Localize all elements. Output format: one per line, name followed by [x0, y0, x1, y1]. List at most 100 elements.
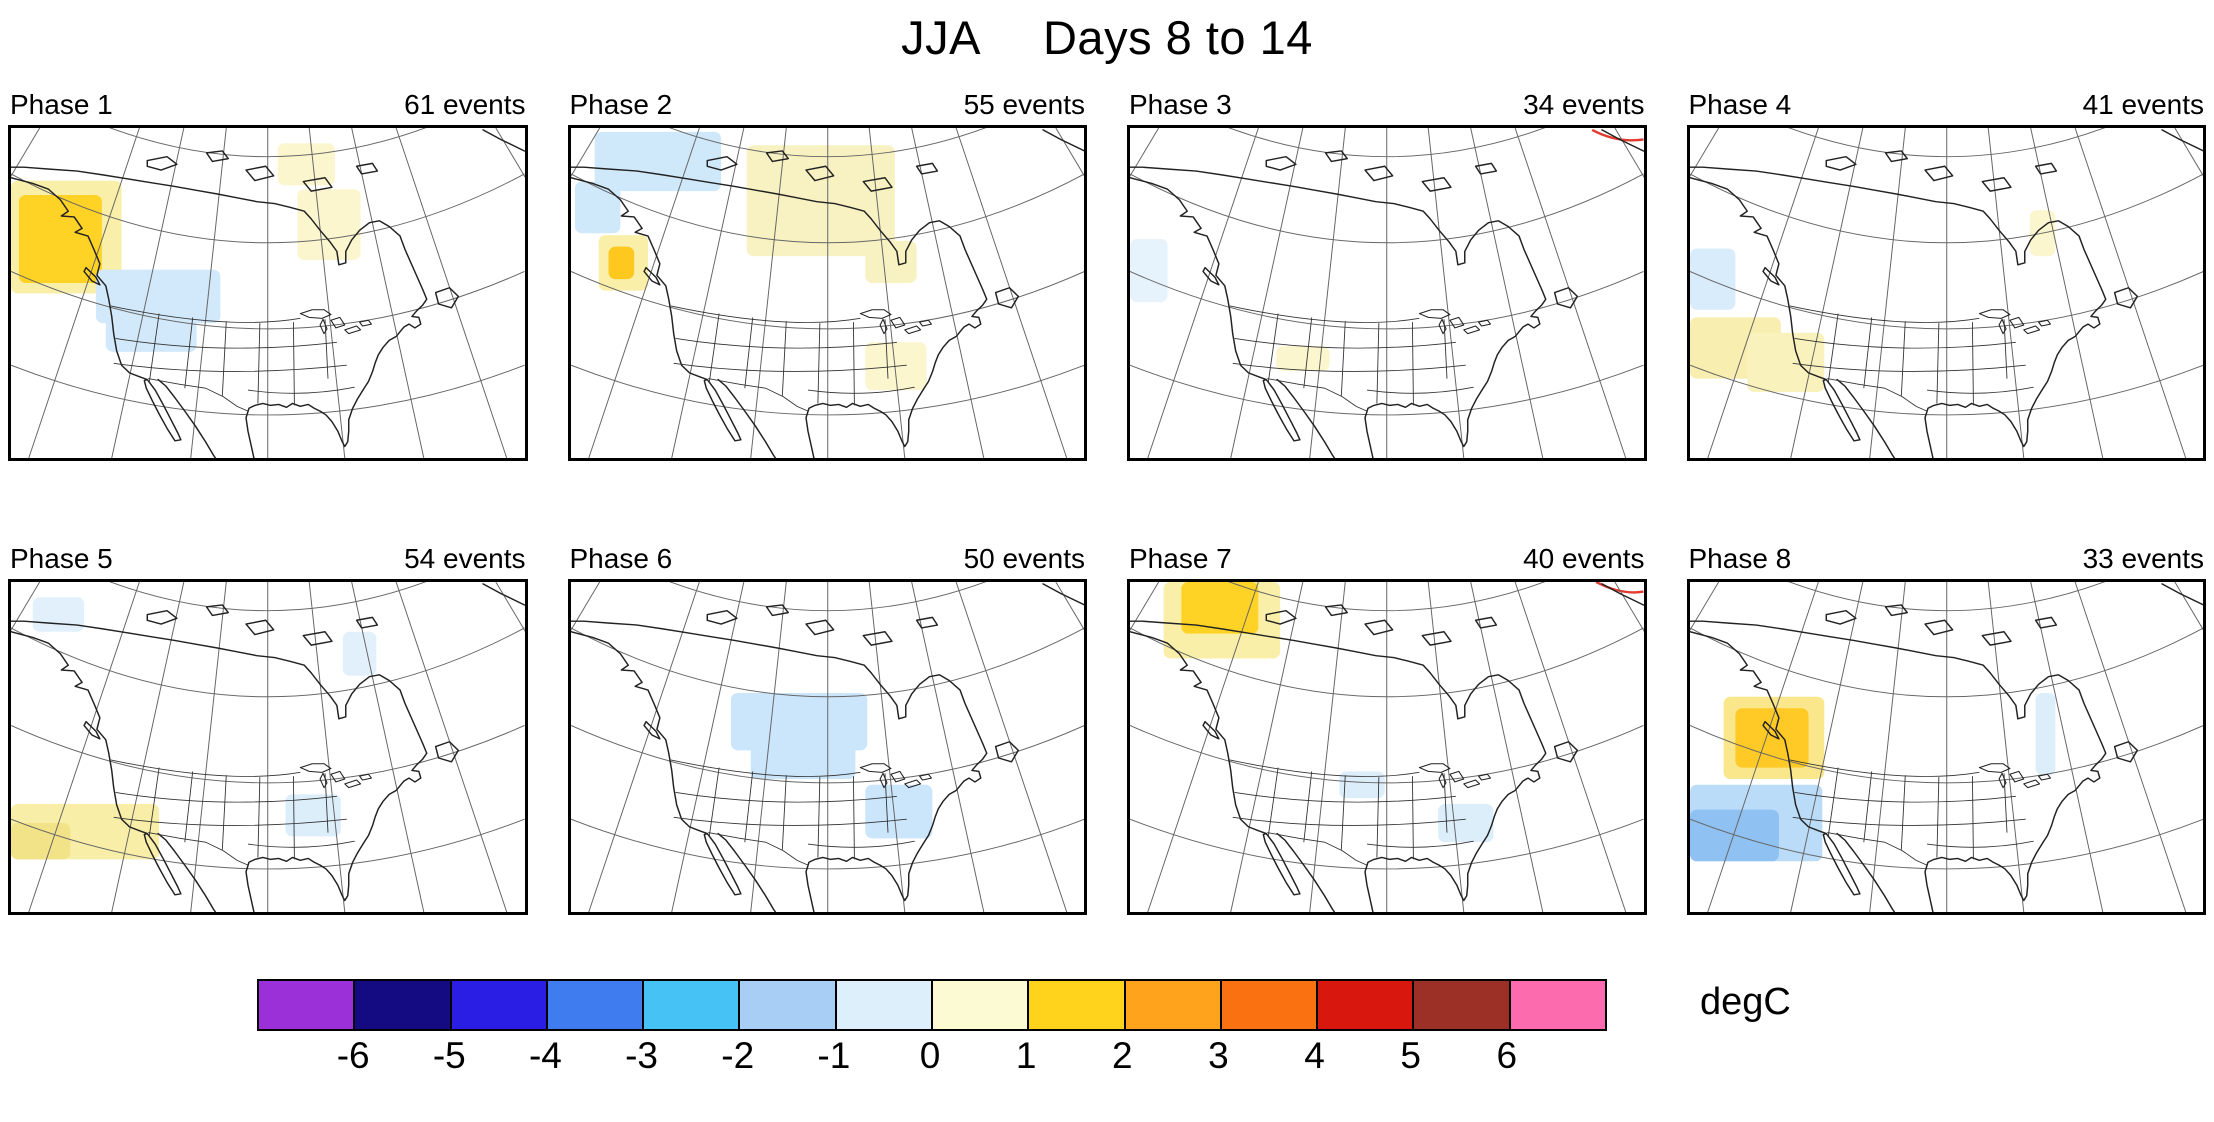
colorbar-segment — [547, 981, 645, 1029]
north-america-map — [567, 125, 1087, 461]
anomaly-patch — [574, 181, 620, 234]
colorbar-segment — [451, 981, 548, 1029]
north-america-map — [1686, 125, 2206, 461]
panel-header: Phase 3 34 events — [1127, 91, 1647, 125]
colorbar-segment — [1029, 981, 1126, 1029]
colorbar-segment — [259, 981, 356, 1029]
colorbar-segment — [740, 981, 837, 1029]
colorbar-tick: -5 — [432, 1035, 466, 1076]
anomaly-patch — [105, 315, 197, 352]
events-count-label: 34 events — [1523, 89, 1645, 120]
colorbar-area: -6 -5 -4 -3 -2 -1 0 1 2 3 4 5 6 degC — [0, 979, 2214, 1122]
anomaly-patches — [1130, 128, 1644, 371]
panel-header: Phase 4 41 events — [1687, 91, 2207, 125]
phase-panel: Phase 7 40 events — [1127, 545, 1647, 915]
anomaly-patch — [297, 189, 361, 260]
panel-header: Phase 2 55 events — [568, 91, 1088, 125]
colorbar-tick: -6 — [336, 1035, 370, 1076]
events-count-label: 33 events — [2082, 543, 2204, 574]
colorbar-tick: -3 — [625, 1035, 659, 1076]
colorbar-segment — [1318, 981, 1415, 1029]
anomaly-patch — [1689, 809, 1779, 862]
anomaly-patch — [32, 597, 85, 632]
panel-header: Phase 6 50 events — [568, 545, 1088, 579]
north-america-map — [8, 579, 528, 915]
title-season: JJA — [901, 11, 981, 64]
colorbar-tick: 0 — [919, 1035, 941, 1076]
panels-grid: Phase 1 61 events Phase 2 55 events Phas… — [8, 91, 2206, 915]
anomaly-patch — [730, 692, 867, 751]
anomaly-patches — [574, 131, 926, 391]
anomaly-patches — [1163, 582, 1644, 843]
anomaly-patch — [342, 631, 377, 676]
panel-header: Phase 5 54 events — [8, 545, 528, 579]
anomaly-patch — [864, 240, 917, 283]
anomaly-patch — [1181, 582, 1259, 634]
colorbar-tick: 4 — [1304, 1035, 1325, 1076]
north-america-map — [1127, 125, 1647, 461]
colorbar — [257, 979, 1607, 1031]
north-america-map — [1127, 579, 1647, 915]
colorbar-segment — [1125, 981, 1222, 1029]
anomaly-patch — [864, 784, 932, 839]
anomaly-patch — [11, 823, 71, 860]
phase-label: Phase 4 — [1688, 89, 1792, 120]
colorbar-segment — [355, 981, 452, 1029]
colorbar-segment — [1510, 981, 1605, 1029]
anomaly-patches — [1689, 692, 2055, 862]
events-count-label: 55 events — [963, 89, 1085, 120]
phase-label: Phase 5 — [10, 543, 113, 574]
colorbar-ticks: -6 -5 -4 -3 -2 -1 0 1 2 3 4 5 6 — [257, 1035, 1603, 1081]
north-america-map — [1686, 579, 2206, 915]
anomaly-patch — [1746, 332, 1824, 392]
phase-panel: Phase 8 33 events — [1686, 545, 2207, 915]
anomaly-patches — [11, 597, 377, 860]
phase-label: Phase 3 — [1129, 89, 1232, 120]
north-america-map — [567, 579, 1087, 915]
colorbar-tick: -2 — [721, 1035, 755, 1076]
colorbar-tick: -1 — [817, 1035, 851, 1076]
anomaly-patch — [2035, 692, 2055, 776]
panel-header: Phase 7 40 events — [1127, 545, 1647, 579]
title-lead-window: Days 8 to 14 — [1042, 11, 1313, 64]
colorbar-tick: 1 — [1015, 1035, 1037, 1076]
colorbar-tick: 5 — [1400, 1035, 1421, 1076]
events-count-label: 54 events — [404, 543, 526, 574]
phase-label: Phase 7 — [1129, 543, 1232, 574]
events-count-label: 50 events — [963, 543, 1085, 574]
colorbar-unit-label: degC — [1700, 981, 1791, 1023]
north-america-map — [8, 125, 528, 461]
colorbar-segment — [836, 981, 933, 1029]
anomaly-patches — [1689, 210, 2055, 392]
colorbar-tick: 6 — [1496, 1035, 1518, 1076]
phase-panel: Phase 5 54 events — [8, 545, 528, 915]
phase-panel: Phase 1 61 events — [8, 91, 528, 461]
anomaly-patch — [95, 269, 221, 324]
anomaly-patch — [1689, 248, 1735, 310]
colorbar-tick: 3 — [1208, 1035, 1229, 1076]
anomaly-patch — [746, 145, 895, 257]
events-count-label: 41 events — [2082, 89, 2204, 120]
phase-panel: Phase 2 55 events — [567, 91, 1088, 461]
phase-panel: Phase 3 34 events — [1127, 91, 1647, 461]
anomaly-patch — [1438, 803, 1494, 843]
phase-label: Phase 2 — [569, 89, 673, 120]
anomaly-patch — [18, 194, 102, 283]
colorbar-segment — [644, 981, 741, 1029]
phase-panel: Phase 4 41 events — [1686, 91, 2207, 461]
anomaly-patch — [594, 131, 721, 192]
anomaly-patch — [1130, 238, 1168, 303]
events-count-label: 40 events — [1523, 543, 1645, 574]
anomaly-patch — [1339, 771, 1385, 799]
anomaly-patch — [1276, 346, 1330, 371]
anomaly-patches — [11, 143, 361, 352]
phase-label: Phase 8 — [1688, 543, 1792, 574]
phase-label: Phase 1 — [10, 89, 113, 120]
figure-title: JJA Days 8 to 14 — [0, 0, 2214, 65]
phase-label: Phase 6 — [569, 543, 673, 574]
colorbar-tick: -4 — [528, 1035, 562, 1076]
anomaly-patch — [750, 742, 855, 780]
colorbar-tick: 2 — [1111, 1035, 1133, 1076]
panel-header: Phase 8 33 events — [1687, 545, 2207, 579]
